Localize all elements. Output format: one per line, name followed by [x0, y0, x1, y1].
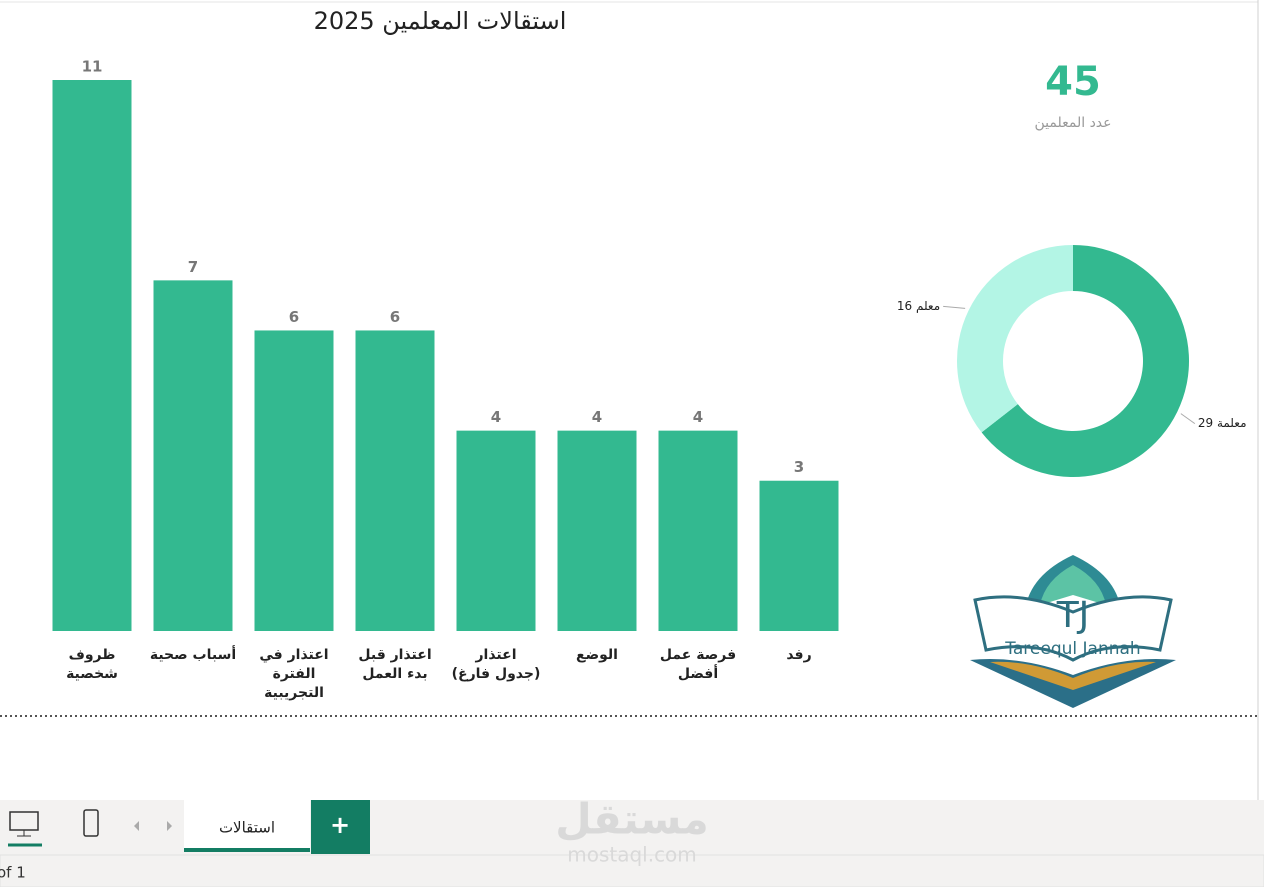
data-label: 6: [289, 308, 299, 326]
bar: [52, 80, 132, 631]
bar: [153, 280, 233, 631]
bar: [254, 330, 334, 631]
data-label: 7: [188, 258, 198, 276]
logo-name: Tareequl Jannah: [1004, 639, 1140, 659]
add-page-label[interactable]: +: [330, 811, 350, 839]
card-label: عدد المعلمين: [1035, 115, 1112, 131]
category-label: رفد: [786, 647, 812, 663]
tab-label[interactable]: استقالات: [219, 819, 275, 837]
bar: [456, 430, 536, 631]
page-tab[interactable]: [184, 800, 310, 852]
bar: [658, 430, 738, 631]
data-label: 4: [592, 408, 602, 426]
data-label: 6: [390, 308, 400, 326]
donut-label: 29 معلمة: [1198, 416, 1247, 430]
scroll-right[interactable]: [167, 821, 172, 831]
category-label: اعتذار في الفترة التجريبية: [259, 647, 329, 701]
scroll-left[interactable]: [134, 821, 139, 831]
leader-line: [1180, 413, 1196, 425]
watermark-site: mostaql.com: [567, 843, 697, 867]
donut-label: 16 معلم: [897, 299, 940, 313]
page-count: of 1: [0, 864, 26, 882]
bar: [557, 430, 637, 631]
category-label: فرصة عمل أفضل: [659, 647, 737, 682]
chart-title: استقالات المعلمين 2025: [314, 7, 567, 35]
data-label: 4: [491, 408, 501, 426]
status-bar: [0, 854, 1264, 887]
data-label: 4: [693, 408, 703, 426]
logo-initials: TJ: [1056, 595, 1090, 636]
watermark: مستقل: [555, 795, 709, 844]
card-value: 45: [1045, 59, 1101, 105]
desktop-view[interactable]: [8, 811, 42, 847]
data-label: 11: [82, 58, 103, 76]
leader-line: [943, 305, 966, 309]
donut-slice: [957, 245, 1073, 433]
data-label: 3: [794, 458, 804, 476]
category-label: أسباب صحية: [149, 647, 237, 663]
mobile-view[interactable]: [83, 809, 99, 837]
category-label: الوضع: [576, 647, 618, 663]
logo: TJ Tareequl Jannah: [970, 555, 1176, 708]
category-label: اعتذار (جدول فارغ): [451, 647, 541, 682]
category-label: اعتذار قبل بدء العمل: [358, 647, 432, 682]
category-label: ظروف شخصية: [66, 647, 118, 682]
bar: [355, 330, 435, 631]
add-page[interactable]: [311, 800, 370, 854]
donut-slice: [981, 245, 1190, 477]
bar: [759, 480, 839, 631]
